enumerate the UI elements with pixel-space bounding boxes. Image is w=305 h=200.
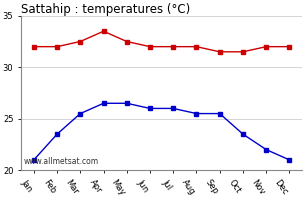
Text: www.allmetsat.com: www.allmetsat.com	[24, 157, 99, 166]
Text: Sattahip : temperatures (°C): Sattahip : temperatures (°C)	[21, 3, 190, 16]
